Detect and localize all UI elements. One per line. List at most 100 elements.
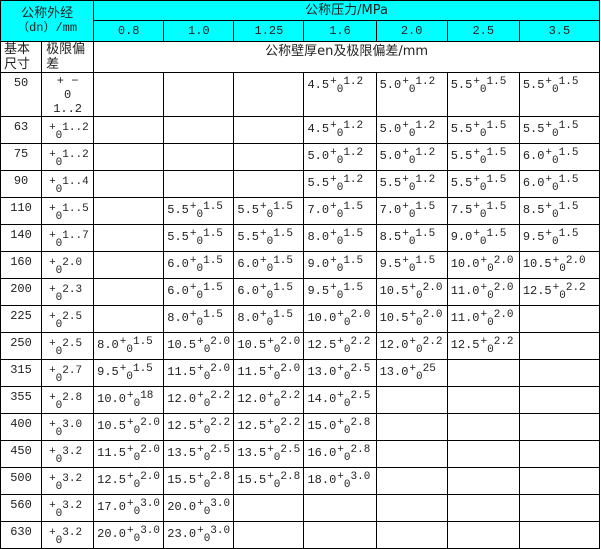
wall-thickness-cell: 18.0+03.0 (303, 467, 377, 495)
plus-sign: + (126, 417, 134, 429)
zero-lower: 0 (552, 84, 559, 96)
upper-deviation: 1.2 (415, 76, 436, 88)
upper-deviation: 1.2 (415, 174, 436, 186)
upper-deviation: 1.5 (132, 336, 153, 348)
wall-thickness-cell: 20.0+03.0 (93, 521, 165, 549)
zero-lower: 0 (55, 346, 63, 358)
tolerance: +01..4 (41, 170, 95, 198)
plus-sign: + (49, 122, 56, 134)
zero-lower: 0 (196, 290, 204, 302)
wall-thickness: 9.0 (450, 230, 473, 244)
upper-deviation: 1.5 (273, 201, 294, 213)
empty-cell (518, 521, 601, 549)
plus-sign: + (473, 120, 480, 132)
zero-lower: 0 (479, 155, 487, 167)
plus-sign: + (337, 336, 344, 348)
table-row: 560 +03.2 17.0+03.0 20.0+03.0 (0, 494, 601, 522)
plus-sign: + (197, 336, 204, 348)
zero-lower: 0 (55, 157, 63, 169)
empty-cell (233, 170, 305, 198)
wall-thickness: 12.5 (307, 338, 337, 352)
wall-thickness-cell: 12.5+02.2 (303, 332, 377, 360)
upper-deviation: 1.2 (343, 76, 364, 88)
upper-deviation: 1.5 (486, 147, 507, 159)
zero-lower: 0 (336, 182, 344, 194)
pressure-header: 公称压力/MPa (93, 0, 600, 21)
wall-thickness-cell: 5.0+01.2 (375, 72, 448, 117)
zero-lower: 0 (343, 479, 351, 491)
upper-deviation: 1.5 (558, 201, 579, 213)
upper-deviation: 1.5 (203, 228, 223, 240)
basic-size-header: 基本尺寸 (0, 41, 43, 73)
plus-sign: + (126, 498, 134, 510)
wall-thickness: 11.0 (450, 284, 480, 298)
zero-lower: 0 (55, 454, 63, 466)
upper-deviation: 2.2 (210, 417, 231, 429)
tolerance-value: 3.2 (62, 527, 83, 539)
wall-thickness-cell: 7.0+01.5 (375, 197, 448, 225)
upper-deviation: 2.0 (140, 417, 160, 429)
zero-lower: 0 (133, 398, 141, 410)
plus-sign: + (480, 336, 488, 348)
zero-lower: 0 (552, 155, 559, 167)
plus-sign: + (409, 282, 417, 294)
wall-thickness: 15.5 (167, 473, 197, 487)
upper-deviation: 2.0 (210, 336, 231, 348)
plus-sign: + (197, 525, 204, 537)
wall-thickness-cell: 12.0+02.2 (233, 386, 305, 414)
zero-lower: 0 (273, 425, 281, 437)
wall-thickness: 9.0 (307, 257, 330, 271)
upper-deviation: 1.5 (343, 201, 364, 213)
zero-lower: 0 (416, 371, 423, 383)
zero-lower: 0 (55, 535, 63, 547)
wall-thickness-cell: 8.5+01.5 (375, 224, 448, 252)
zero-lower: 0 (203, 398, 211, 410)
wall-thickness-cell: 11.0+02.0 (446, 305, 520, 333)
zero-lower: 0 (552, 128, 559, 140)
plus-sign: + (49, 203, 56, 215)
tolerance-value: 1..4 (62, 176, 89, 188)
plus-sign: + (409, 336, 417, 348)
wall-thickness-cell: 11.5+02.0 (93, 440, 165, 468)
plus-sign: + (330, 120, 337, 132)
outer-diameter-header: 公称外经 （dn）/mm (0, 0, 95, 42)
wall-thickness-cell: 4.5+01.2 (303, 116, 377, 144)
zero-lower: 0 (408, 236, 416, 248)
wall-thickness: 6.0 (167, 284, 189, 298)
upper-deviation: 1.5 (415, 201, 436, 213)
zero-lower: 0 (133, 479, 141, 491)
zero-lower: 0 (559, 263, 566, 275)
basic-size: 110 (0, 197, 43, 225)
zero-lower: 0 (55, 319, 63, 331)
plus-sign: + (337, 390, 344, 402)
plus-sign: + (126, 471, 134, 483)
plus-sign: + (259, 228, 267, 240)
plus-sign: + (267, 444, 274, 456)
wall-thickness-cell: 23.0+03.0 (163, 521, 235, 549)
wall-thickness-cell: 12.5+02.0 (93, 467, 165, 495)
empty-cell (163, 72, 235, 117)
tolerance: +02.5 (41, 332, 95, 360)
wall-thickness-cell: 10.5+02.0 (233, 332, 305, 360)
upper-deviation: 1.2 (415, 120, 436, 132)
wall-thickness: 5.5 (450, 122, 473, 136)
empty-cell (163, 143, 235, 171)
zero-lower: 0 (408, 182, 416, 194)
table-row: 63 +01..2 4.5+01.2 5.0+01.2 5.5+01.5 5.5+01.5 (0, 116, 601, 144)
upper-deviation: 1.5 (486, 228, 507, 240)
upper-deviation: 1.5 (486, 76, 507, 88)
empty-cell (93, 170, 165, 198)
table-row: 630 +03.2 20.0+03.0 23.0+03.0 (0, 521, 601, 549)
plus-sign: + (402, 120, 409, 132)
plus-sign: + (49, 284, 56, 296)
upper-deviation: 1.5 (343, 282, 364, 294)
zero-lower: 0 (133, 533, 141, 545)
zero-lower: 0 (273, 398, 281, 410)
wall-thickness-cell: 5.5+01.5 (446, 170, 520, 198)
wall-thickness: 5.0 (379, 122, 402, 136)
upper-deviation: 2.2 (280, 390, 301, 402)
wall-thickness-cell: 13.5+02.5 (163, 440, 235, 468)
empty-cell (518, 494, 601, 522)
tolerance: +02.8 (41, 386, 95, 414)
upper-deviation: 2.8 (350, 444, 371, 456)
